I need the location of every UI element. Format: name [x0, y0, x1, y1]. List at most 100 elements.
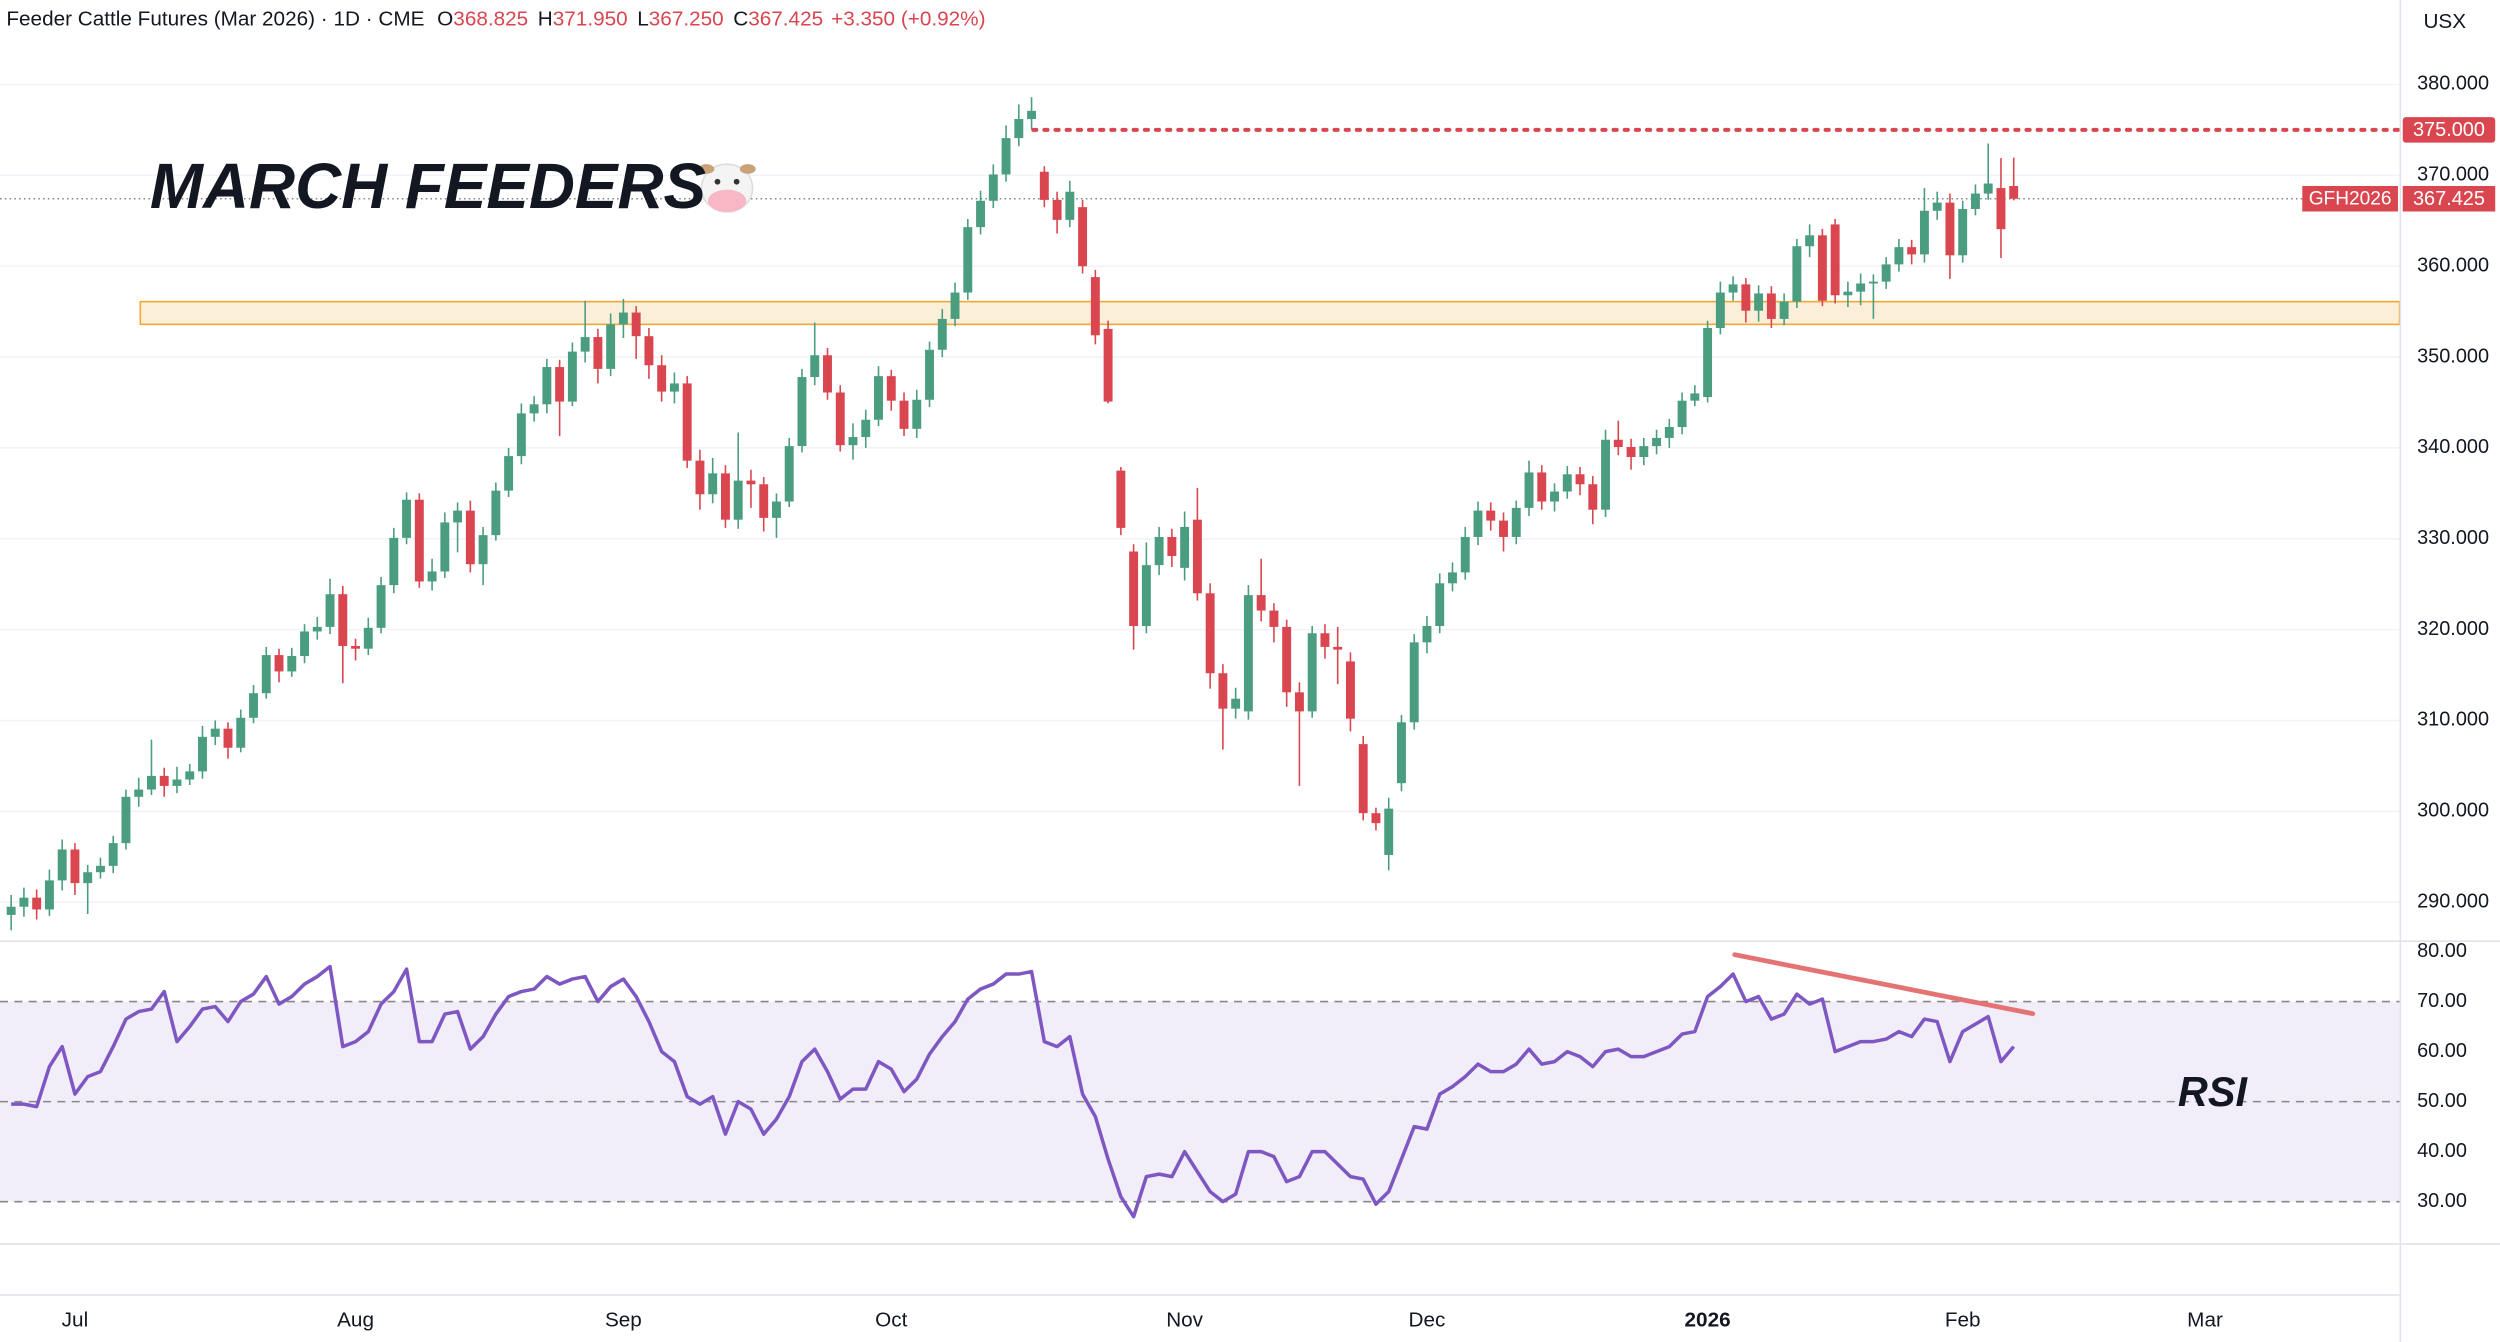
candle-body	[618, 312, 628, 325]
candle-body	[848, 437, 858, 446]
candle-body	[1588, 484, 1598, 510]
candle-body	[1511, 507, 1521, 537]
y-tick-label: 290.000	[2417, 890, 2489, 912]
candle-body	[338, 594, 348, 646]
candle-body	[1282, 626, 1292, 693]
cow-eye	[714, 178, 721, 185]
candle-body	[1639, 446, 1649, 458]
candle-body	[1307, 633, 1317, 712]
candle-body	[1320, 633, 1330, 647]
y-tick-label: 320.000	[2417, 618, 2489, 640]
candle-body	[121, 796, 131, 844]
candle-body	[1397, 722, 1406, 784]
marks-layer	[6, 97, 2019, 1219]
candle-body	[1919, 210, 1929, 255]
candle-body	[925, 349, 934, 400]
candle-body	[108, 843, 118, 866]
ohlc-value: 367.425	[748, 8, 823, 31]
candle-body	[19, 897, 29, 907]
candle-body	[1231, 698, 1241, 709]
candle-body	[835, 392, 845, 446]
candle-body	[1180, 526, 1190, 568]
candle-body	[1868, 281, 1878, 284]
candle-body	[1856, 283, 1866, 292]
candle-body	[1027, 110, 1037, 120]
candle-body	[1039, 171, 1049, 200]
candle-body	[1907, 247, 1917, 255]
candle-body	[1090, 277, 1100, 336]
candle-body	[1562, 474, 1572, 492]
candle-body	[300, 631, 309, 656]
candle-body	[1473, 510, 1483, 537]
candle-body	[1014, 119, 1024, 139]
candle-body	[1256, 595, 1266, 611]
x-tick-label: Oct	[875, 1309, 907, 1332]
candle-body	[134, 789, 144, 797]
candle-body	[1715, 292, 1725, 328]
candle-body	[1486, 510, 1496, 521]
rsi-tick-label: 60.00	[2417, 1040, 2467, 1062]
candle-body	[516, 413, 526, 457]
candle-body	[1932, 202, 1942, 211]
candle-body	[453, 510, 463, 523]
candle-body	[1269, 610, 1279, 627]
candle-body	[976, 200, 986, 228]
candle-body	[465, 510, 475, 565]
candle-body	[1358, 744, 1368, 814]
candle-body	[6, 906, 16, 915]
candle-body	[1817, 235, 1827, 301]
candle-body	[249, 693, 258, 718]
candle-body	[644, 336, 654, 366]
symbol-label-box	[2302, 185, 2398, 212]
rsi-tick-label: 80.00	[2417, 940, 2467, 962]
candle-body	[772, 501, 781, 518]
cow-horn	[698, 164, 715, 174]
candle-body	[376, 585, 386, 628]
candle-body	[1958, 208, 1968, 256]
price-change: +3.350 (+0.92%)	[831, 8, 985, 31]
y-tick-label: 300.000	[2417, 800, 2489, 822]
candle-body	[1728, 284, 1738, 293]
y-tick-label: 350.000	[2417, 345, 2489, 367]
candle-body	[861, 419, 871, 438]
candle-body	[198, 736, 207, 772]
candle-body	[440, 522, 450, 572]
candle-body	[1460, 536, 1470, 573]
candle-body	[631, 312, 641, 337]
chart-title: Feeder Cattle Futures (Mar 2026) · 1D · …	[6, 8, 424, 31]
candle-body	[478, 535, 488, 565]
chart-annotation: MARCH FEEDERS	[150, 150, 706, 222]
candle-body	[988, 174, 998, 201]
candle-body	[1001, 138, 1011, 175]
candle-body	[389, 537, 399, 586]
candle-body	[504, 456, 514, 491]
candle-body	[1983, 183, 1993, 194]
y-tick-label: 310.000	[2417, 709, 2489, 731]
candle-body	[1843, 291, 1853, 296]
candle-body	[1435, 583, 1445, 626]
y-tick-label: 360.000	[2417, 254, 2489, 276]
candle-body	[937, 318, 947, 350]
candle-body	[669, 383, 679, 392]
candle-body	[1333, 646, 1343, 650]
candle-body	[236, 717, 246, 748]
cow-horn	[739, 164, 756, 174]
candle-body	[1792, 246, 1802, 302]
support-zone	[139, 300, 2401, 326]
cow-snout	[707, 189, 747, 212]
candle-body	[1626, 447, 1636, 458]
candle-body	[44, 880, 54, 910]
price-label: 375.000	[2413, 119, 2485, 141]
candle-body	[1677, 400, 1687, 428]
candle-body	[1192, 519, 1202, 594]
candle-body	[899, 400, 909, 429]
candle-body	[1524, 472, 1534, 508]
x-tick-label: Mar	[2187, 1309, 2223, 1332]
candle-body	[1384, 808, 1394, 855]
candle-body	[70, 849, 80, 884]
candle-body	[147, 775, 156, 790]
candle-body	[1537, 472, 1547, 502]
candle-body	[1052, 199, 1062, 220]
candle-body	[720, 473, 730, 520]
